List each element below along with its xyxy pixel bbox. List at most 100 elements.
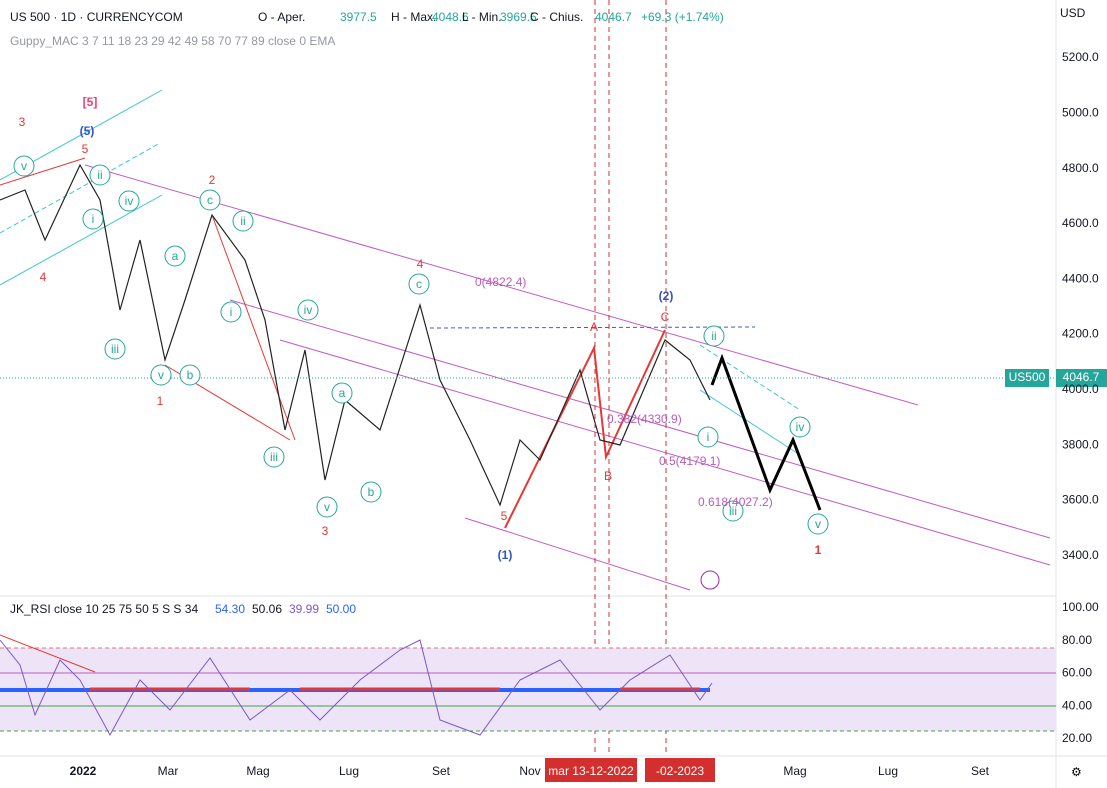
alert-icon: [700, 570, 720, 590]
fib-label: 0.382(4330.9): [607, 412, 682, 426]
wave-label: 4: [40, 270, 47, 284]
ohlc: 3969.5: [500, 10, 537, 24]
time-label: 2022: [70, 764, 97, 778]
time-label: Lug: [878, 764, 898, 778]
wave-label: 1: [157, 394, 164, 408]
wave-label: (5): [80, 124, 95, 138]
rsi-axis: 60.00: [1062, 666, 1092, 680]
wave-circle: [82, 208, 104, 230]
wave-circle: [164, 245, 186, 267]
wave-label: A: [590, 320, 598, 334]
wave-label: v: [815, 517, 821, 531]
rsi-trend: [0, 634, 96, 673]
wave-label: b: [187, 368, 194, 382]
wave-label: (2): [659, 289, 674, 303]
wave-label: 3: [19, 115, 26, 129]
indicator: Guppy_MAC 3 7 11 18 23 29 42 49 58 70 77…: [10, 34, 335, 48]
currency: USD: [1060, 6, 1086, 20]
up-channel: [0, 89, 801, 456]
wave-label: [5]: [83, 95, 98, 109]
wave-label: 2: [209, 173, 216, 187]
projection: [710, 353, 822, 511]
time-label: Mag: [783, 764, 806, 778]
rsi-axis: 20.00: [1062, 731, 1092, 745]
wave-circle: [722, 500, 744, 522]
time-label: Set: [971, 764, 990, 778]
price-tag-text: 4046.7: [1063, 370, 1100, 384]
wave-label: 5: [82, 142, 89, 156]
symbol-tag-text: US500: [1009, 370, 1046, 384]
price-label: 3600.0: [1062, 493, 1099, 507]
rsi-value: 54.30: [215, 602, 245, 616]
wave-circle: [316, 496, 338, 518]
price-label: 4200.0: [1062, 327, 1099, 341]
wave-circle: [199, 189, 221, 211]
date-tag-text: -02-2023: [656, 764, 704, 778]
wave-label: i: [92, 212, 95, 226]
wave-label: b: [368, 485, 375, 499]
wave-label: 3: [322, 524, 329, 538]
ohlc: +69.3 (+1.74%): [641, 10, 724, 24]
wave-label: iv: [125, 194, 134, 208]
wave-label: c: [207, 193, 213, 207]
wave-label: iv: [304, 303, 313, 317]
wave-label: c: [416, 277, 422, 291]
wave-label: a: [339, 386, 346, 400]
time-label: Mag: [246, 764, 269, 778]
wave-label: ii: [97, 168, 102, 182]
wave-label: B: [604, 469, 612, 483]
wave-circle: [89, 164, 111, 186]
ohlc: L - Min.: [462, 10, 502, 24]
wave-label: a: [172, 249, 179, 263]
ohlc: 3977.5: [340, 10, 377, 24]
wave-circle: [13, 155, 35, 177]
rsi-value: 50.06: [252, 602, 282, 616]
wave-circle: [331, 382, 353, 404]
symbol-tag: [1005, 369, 1049, 387]
wave-label: v: [158, 368, 164, 382]
price-label: 4600.0: [1062, 216, 1099, 230]
price-label: 4800.0: [1062, 161, 1099, 175]
rsi-line: [0, 639, 713, 737]
wave-circle: [360, 481, 382, 503]
wave-circle: [297, 299, 319, 321]
wave-label: i: [230, 305, 233, 319]
wave-circle: [789, 416, 811, 438]
price-label: 5200.0: [1062, 50, 1099, 64]
wave-circle: [104, 338, 126, 360]
wave-circle: [807, 513, 829, 535]
ohlc: 4048.6: [432, 10, 469, 24]
settings-icon[interactable]: ⚙: [1071, 765, 1082, 779]
date-tag: [645, 758, 715, 782]
fib-label: 0(4822.4): [475, 275, 526, 289]
wave-label: iv: [796, 420, 805, 434]
fib-label: 0.618(4027.2): [698, 495, 773, 509]
wave-circle: [703, 325, 725, 347]
date-tag: [545, 758, 637, 782]
symbol: US 500 · 1D · CURRENCYCOM: [10, 10, 183, 24]
wave-label: 5: [501, 509, 508, 523]
ohlc: 4046.7: [595, 10, 632, 24]
price-label: 4000.0: [1062, 382, 1099, 396]
wave-circle: [150, 364, 172, 386]
price-tag: [1056, 369, 1107, 387]
time-label: Nov: [519, 764, 540, 778]
rsi-title: JK_RSI close 10 25 75 50 5 S S 34: [10, 602, 198, 616]
wave-label: v: [21, 159, 27, 173]
rsi-axis: 100.00: [1062, 600, 1099, 614]
date-tag-text: mar 13-12-2022: [548, 764, 634, 778]
wave-label: 1: [815, 543, 822, 557]
wave-circle: [697, 426, 719, 448]
wave-label: i: [707, 430, 710, 444]
wave-label: ii: [711, 329, 716, 343]
wave-circle: [232, 210, 254, 232]
time-label: Mar: [158, 764, 179, 778]
wave-label: v: [324, 500, 330, 514]
rsi-axis: 80.00: [1062, 633, 1092, 647]
time-label: Set: [432, 764, 451, 778]
price-label: 3400.0: [1062, 548, 1099, 562]
wave-label: C: [661, 310, 670, 324]
ohlc: C - Chius.: [530, 10, 583, 24]
price-path: [0, 163, 711, 507]
